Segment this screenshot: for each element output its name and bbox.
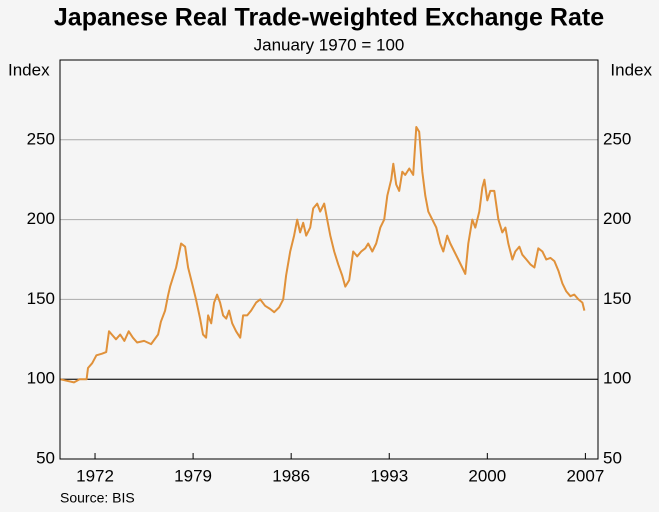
- y2-tick-label: 150: [603, 289, 631, 308]
- x-tick-label: 1986: [272, 466, 310, 485]
- y2-tick-label: 200: [603, 209, 631, 228]
- plot-border: [59, 59, 599, 460]
- y2-tick-label: 50: [603, 448, 622, 467]
- chart-subtitle: January 1970 = 100: [254, 35, 405, 54]
- y-tick-label: 150: [27, 289, 55, 308]
- x-tick-label: 1993: [370, 466, 408, 485]
- x-tick-label: 2000: [468, 466, 506, 485]
- x-tick-label: 1979: [174, 466, 212, 485]
- data-line: [59, 126, 586, 384]
- x-tick-label: 1972: [76, 466, 114, 485]
- source-note: Source: BIS: [60, 490, 135, 506]
- y2-axis-label: Index: [610, 60, 652, 79]
- y2-tick-label: 250: [603, 129, 631, 148]
- y-tick-label: 100: [27, 369, 55, 388]
- y-axis-label: Index: [8, 60, 50, 79]
- y2-tick-label: 100: [603, 369, 631, 388]
- x-tick-label: 2007: [566, 466, 604, 485]
- y-tick-label: 250: [27, 129, 55, 148]
- chart-title: Japanese Real Trade-weighted Exchange Ra…: [54, 4, 604, 32]
- y-tick-label: 50: [36, 448, 55, 467]
- y-tick-label: 200: [27, 209, 55, 228]
- plot-area: [60, 60, 598, 459]
